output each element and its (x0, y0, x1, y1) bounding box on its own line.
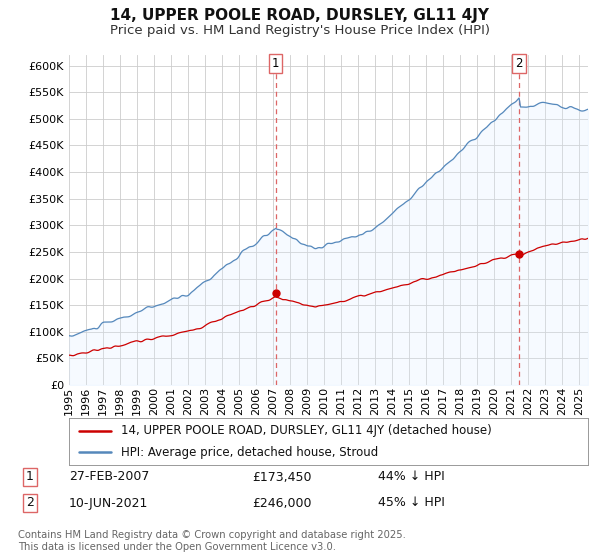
Text: 2: 2 (515, 57, 523, 70)
Text: 14, UPPER POOLE ROAD, DURSLEY, GL11 4JY: 14, UPPER POOLE ROAD, DURSLEY, GL11 4JY (110, 8, 490, 23)
Text: 1: 1 (272, 57, 280, 70)
Text: 10-JUN-2021: 10-JUN-2021 (69, 497, 148, 510)
Text: 27-FEB-2007: 27-FEB-2007 (69, 470, 149, 483)
Text: 2: 2 (26, 497, 34, 510)
Text: 45% ↓ HPI: 45% ↓ HPI (378, 497, 445, 510)
Text: 1: 1 (26, 470, 34, 483)
Text: £173,450: £173,450 (252, 470, 311, 483)
Text: Price paid vs. HM Land Registry's House Price Index (HPI): Price paid vs. HM Land Registry's House … (110, 24, 490, 37)
Text: Contains HM Land Registry data © Crown copyright and database right 2025.
This d: Contains HM Land Registry data © Crown c… (18, 530, 406, 552)
Text: £246,000: £246,000 (252, 497, 311, 510)
Text: 14, UPPER POOLE ROAD, DURSLEY, GL11 4JY (detached house): 14, UPPER POOLE ROAD, DURSLEY, GL11 4JY … (121, 424, 491, 437)
Text: 44% ↓ HPI: 44% ↓ HPI (378, 470, 445, 483)
Text: HPI: Average price, detached house, Stroud: HPI: Average price, detached house, Stro… (121, 446, 378, 459)
